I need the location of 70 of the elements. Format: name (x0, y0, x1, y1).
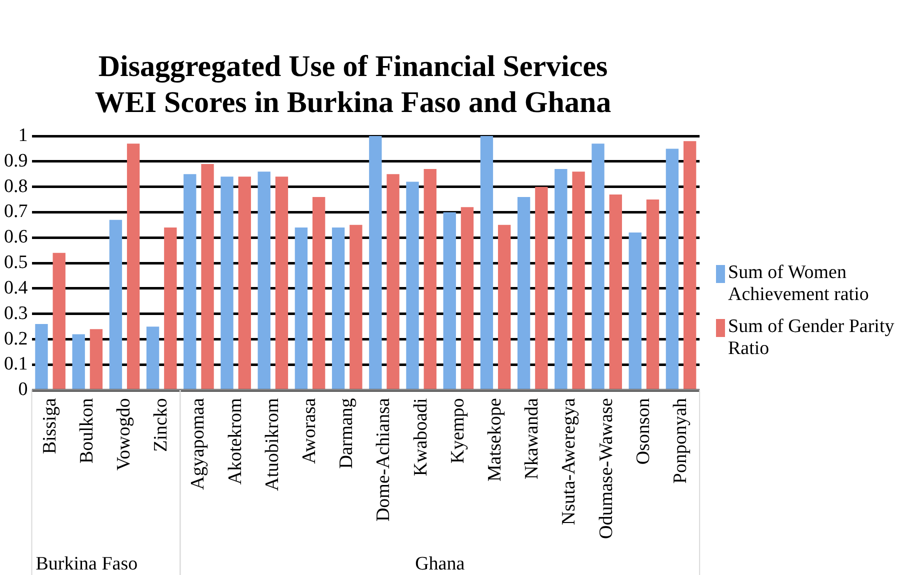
y-tick-label: 0.7 (4, 201, 28, 222)
bar (109, 220, 122, 389)
x-tick-label: Darmang (336, 398, 358, 469)
bar (460, 207, 474, 389)
x-tick-label: Ponponyah (670, 398, 692, 484)
bar (424, 169, 436, 389)
bar (498, 224, 511, 389)
x-tick-label: Matsekope (484, 398, 506, 482)
bar (258, 172, 270, 389)
bar (164, 227, 177, 389)
bar (592, 144, 604, 389)
bar (406, 182, 419, 389)
bar (332, 227, 345, 389)
bar (628, 232, 642, 389)
bar (517, 196, 530, 389)
x-tick-label: Osonson (632, 398, 654, 465)
x-tick-label: Dome-Achiansa (373, 398, 394, 522)
bar (146, 326, 160, 389)
bar (220, 176, 234, 389)
y-tick-label: 0.3 (4, 302, 28, 324)
bar (201, 164, 214, 389)
bar (238, 176, 251, 389)
x-tick-label: Kyempo (447, 398, 468, 464)
bar (554, 169, 568, 389)
y-tick-label: 0.1 (4, 354, 28, 375)
bar (386, 174, 400, 389)
bar (350, 224, 362, 389)
bar (535, 186, 548, 389)
y-tick-label: 0.9 (4, 150, 28, 172)
x-tick-label: Nsuta-Aweregya (558, 398, 580, 526)
x-tick-label: Bissiga (39, 398, 60, 454)
bar (666, 148, 679, 389)
x-tick-label: Nkawanda (522, 398, 543, 480)
bar (52, 252, 66, 389)
chart-title: Disaggregated Use of Financial Services WEI Scores in Burkina Faso and Ghana (94, 50, 612, 119)
bar (184, 174, 196, 389)
legend-label: Sum of Gender Parity Ratio (728, 316, 896, 360)
text: Burkina Faso (36, 553, 138, 574)
x-tick-label: Zincko (150, 398, 172, 452)
x-tick-label: Boulkon (76, 398, 98, 464)
bar (443, 212, 456, 389)
bar (480, 136, 494, 389)
bar (35, 324, 48, 389)
y-tick-label: 0 (18, 379, 28, 400)
y-tick-label: 0.6 (4, 226, 28, 248)
bar (275, 176, 288, 389)
bar (609, 194, 622, 389)
x-tick-label: Aworasa (299, 398, 320, 464)
legend-label: Sum of Women Achievement ratio (728, 262, 870, 306)
x-tick-label: Kwaboadi (410, 398, 432, 476)
y-tick-label: 0.2 (4, 328, 28, 350)
bar (646, 200, 660, 389)
bar (90, 329, 103, 389)
text: Ghana (415, 553, 466, 574)
y-tick-label: 1 (18, 124, 28, 146)
bar (72, 334, 85, 389)
bar (312, 196, 326, 389)
y-tick-label: 0.4 (4, 277, 28, 298)
bar (126, 144, 140, 389)
x-tick-label: Atuobikrom (262, 398, 283, 491)
x-tick-label: Agyapomaa (188, 398, 209, 490)
bar (684, 141, 696, 389)
x-tick-label: Vowogdo (113, 398, 134, 471)
y-tick-label: 0.5 (4, 252, 28, 274)
y-tick-label: 0.8 (4, 176, 28, 197)
bar (294, 227, 308, 389)
bar (369, 136, 382, 389)
x-tick-label: Odumase-Wawase (596, 398, 617, 540)
x-tick-label: Akotekrom (224, 398, 246, 485)
bar (572, 172, 585, 389)
